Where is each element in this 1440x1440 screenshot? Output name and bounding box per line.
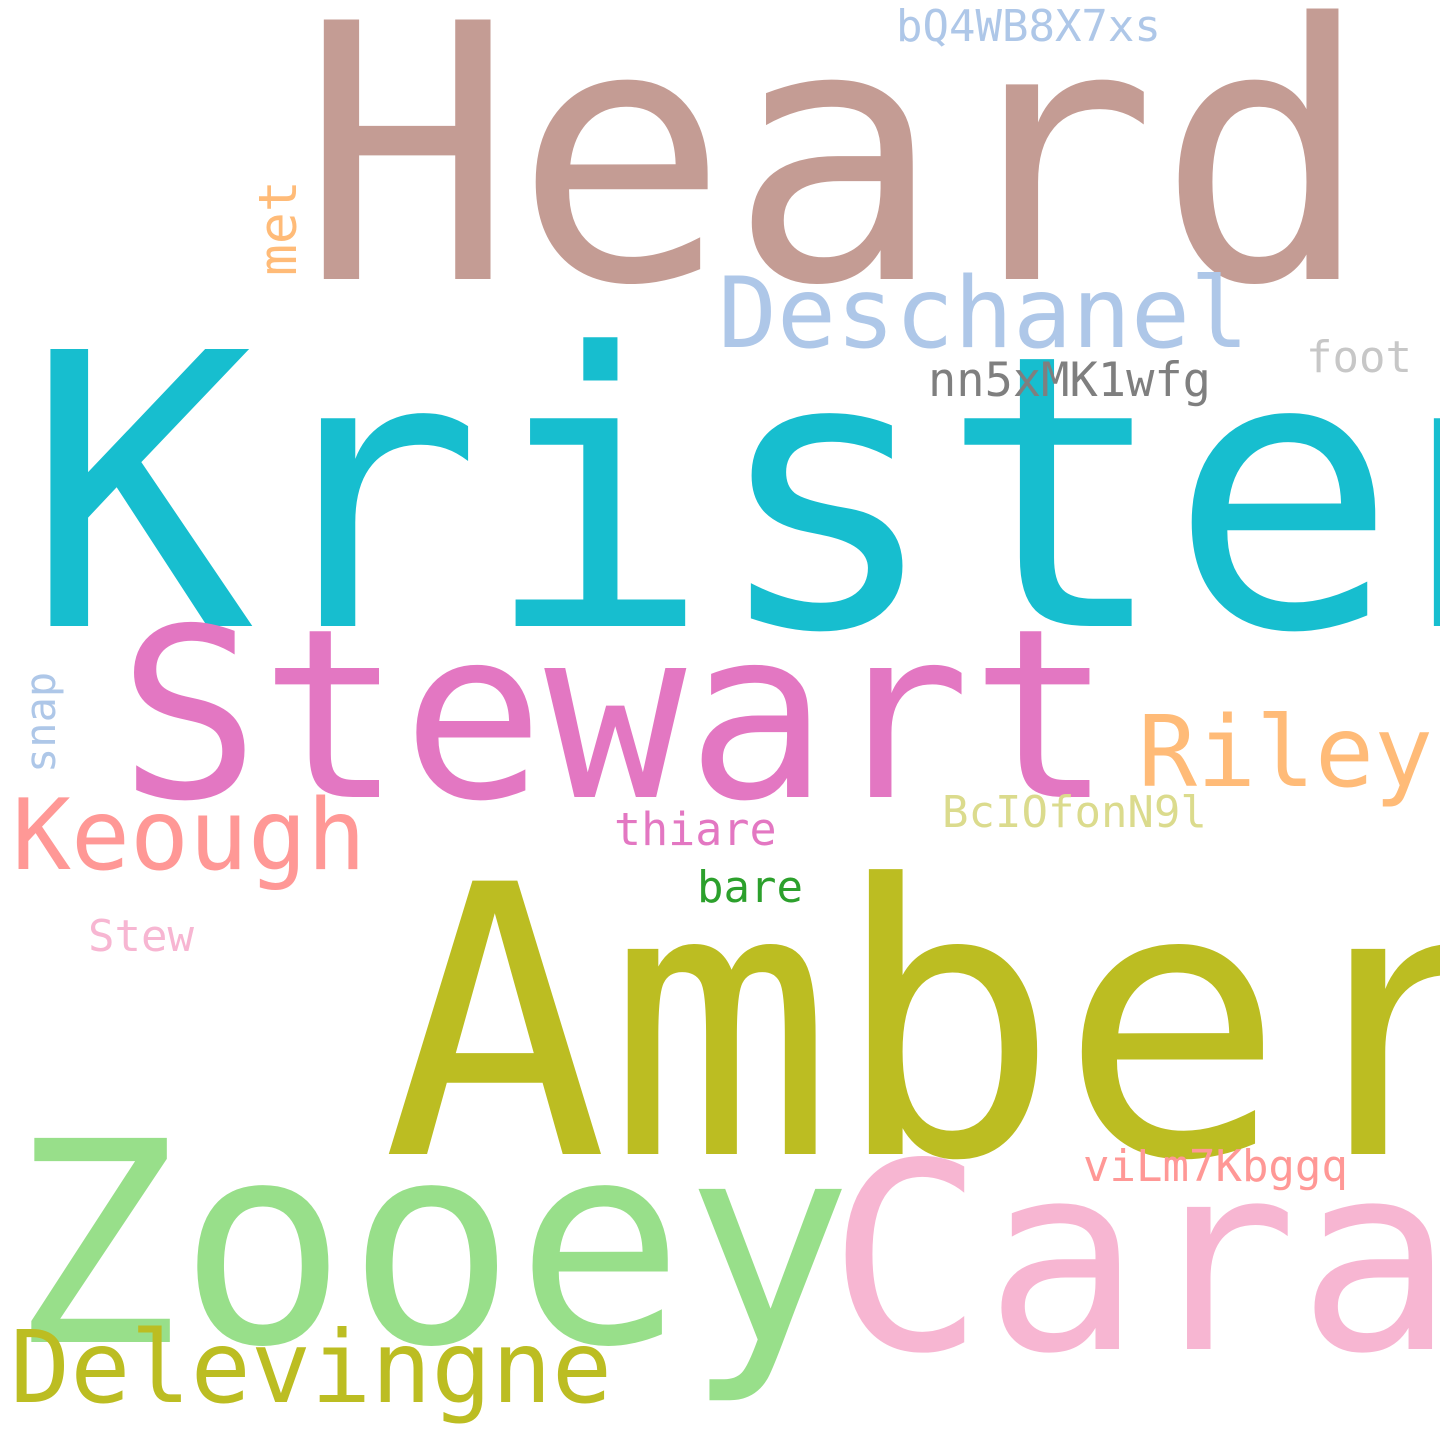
word-deschanel: Deschanel bbox=[718, 257, 1250, 371]
word-bciofonn9l: BcIOfonN9l bbox=[942, 787, 1207, 838]
word-heard: Heard bbox=[300, 0, 1372, 363]
word-cara: Cara bbox=[828, 1109, 1440, 1411]
word-kristen: Kristen bbox=[25, 273, 1440, 716]
word-zooey: Zooey bbox=[10, 1083, 853, 1409]
word-riley: Riley bbox=[1138, 696, 1434, 810]
word-keough: Keough bbox=[12, 779, 367, 893]
word-delevingne: Delevingne bbox=[10, 1309, 613, 1426]
word-nn5xmk1wfg: nn5xMK1wfg bbox=[928, 353, 1211, 408]
word-stewart: Stewart bbox=[118, 578, 1113, 853]
word-vilm7kbggq: viLm7Kbggq bbox=[1083, 1141, 1348, 1192]
word-foot: foot bbox=[1306, 332, 1412, 383]
word-stew: Stew bbox=[88, 911, 194, 962]
word-met: met bbox=[248, 180, 309, 276]
word-bq4wb8x7xs: bQ4WB8X7xs bbox=[896, 1, 1161, 52]
word-thiare: thiare bbox=[614, 803, 777, 856]
word-bare: bare bbox=[697, 862, 803, 913]
word-snap: snap bbox=[16, 671, 65, 773]
word-amber: Amber bbox=[382, 807, 1440, 1243]
